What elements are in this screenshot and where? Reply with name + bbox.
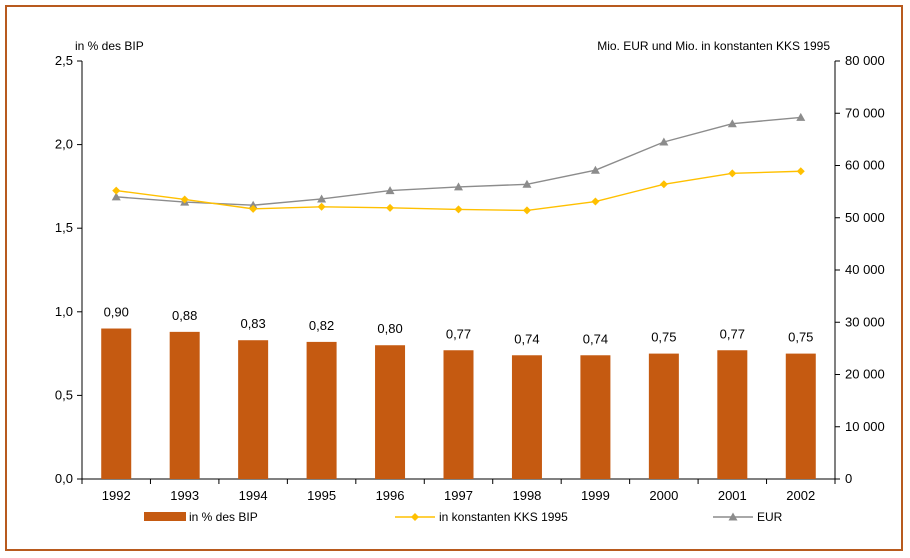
bar-data-label: 0,82 — [309, 318, 334, 333]
bar — [306, 341, 337, 479]
x-tick-label: 2000 — [649, 488, 678, 503]
left-tick-label: 2,5 — [55, 53, 73, 68]
bar-data-label: 0,75 — [788, 330, 813, 345]
right-tick-label: 50 000 — [845, 210, 885, 225]
kks-series-point — [522, 206, 531, 215]
kks-series-point — [728, 169, 737, 178]
eur-series-point — [659, 137, 669, 146]
kks-series-point — [796, 167, 805, 176]
bar — [169, 331, 200, 479]
axes: 0,0 0,5 1,0 1,5 2,0 2,5 0 10 000 20 000 30 000 40 … — [55, 53, 885, 503]
bar-data-label: 0,88 — [172, 308, 197, 323]
chart-svg: in % des BIP Mio. EUR und Mio. in konsta… — [55, 39, 885, 524]
eur-series-point — [248, 200, 258, 209]
left-tick-label: 1,0 — [55, 304, 73, 319]
left-tick-label: 1,5 — [55, 220, 73, 235]
kks-series-point — [591, 197, 600, 206]
kks-series-point — [454, 205, 463, 214]
left-axis-unit-label: in % des BIP — [75, 39, 144, 53]
right-tick-label: 0 — [845, 471, 852, 486]
legend-swatch-bar — [144, 512, 186, 521]
eur-series-point — [522, 179, 532, 188]
left-tick-label: 0,5 — [55, 387, 73, 402]
eur-series-point — [385, 186, 395, 195]
bar-data-label: 0,90 — [104, 305, 129, 320]
bar — [785, 353, 816, 479]
x-tick-label: 1995 — [307, 488, 336, 503]
kks-series-line — [116, 170, 801, 212]
x-tick-label: 2002 — [786, 488, 815, 503]
right-tick-label: 10 000 — [845, 419, 885, 434]
bar — [580, 355, 611, 479]
line-series — [111, 112, 806, 215]
bar-data-label: 0,83 — [240, 316, 265, 331]
bar — [717, 350, 748, 479]
legend: in % des BIP in konstanten KKS 1995 EUR — [144, 510, 783, 524]
bar — [648, 353, 679, 479]
eur-series-point — [590, 165, 600, 174]
bar-data-label: 0,77 — [720, 326, 745, 341]
left-tick-label: 0,0 — [55, 471, 73, 486]
legend-label: in konstanten KKS 1995 — [439, 510, 568, 524]
x-tick-label: 2001 — [718, 488, 747, 503]
bar — [375, 345, 406, 479]
right-tick-label: 20 000 — [845, 367, 885, 382]
kks-series-point — [659, 180, 668, 189]
eur-series-line — [116, 116, 801, 206]
eur-series-point — [111, 192, 121, 201]
left-tick-label: 2,0 — [55, 137, 73, 152]
right-tick-label: 80 000 — [845, 53, 885, 68]
chart-frame: in % des BIP Mio. EUR und Mio. in konsta… — [5, 5, 903, 551]
right-axis-unit-label: Mio. EUR und Mio. in konstanten KKS 1995 — [597, 39, 830, 53]
eur-series-point — [796, 112, 806, 121]
bar-series: 0,90 0,88 0,83 0,82 0,80 0,77 0,74 0,74 0,75 0,77… — [101, 305, 816, 479]
bar-data-label: 0,80 — [377, 321, 402, 336]
eur-series-point — [454, 182, 463, 191]
eur-series-point — [727, 119, 737, 128]
kks-series-point — [112, 186, 121, 195]
x-tick-label: 1994 — [239, 488, 268, 503]
x-tick-label: 1998 — [512, 488, 541, 503]
legend-label: EUR — [757, 510, 783, 524]
legend-swatch-marker — [411, 513, 419, 521]
bar — [443, 350, 474, 479]
eur-series-point — [317, 194, 327, 203]
legend-label: in % des BIP — [189, 510, 258, 524]
bar-data-label: 0,74 — [583, 331, 608, 346]
right-tick-label: 40 000 — [845, 262, 885, 277]
x-tick-label: 1992 — [102, 488, 131, 503]
bar — [101, 328, 132, 479]
bar — [238, 340, 269, 479]
kks-series-point — [317, 202, 326, 211]
x-tick-label: 1993 — [170, 488, 199, 503]
x-tick-label: 1996 — [376, 488, 405, 503]
kks-series-point — [249, 204, 258, 213]
x-tick-label: 1997 — [444, 488, 473, 503]
right-tick-label: 70 000 — [845, 105, 885, 120]
bar-data-label: 0,77 — [446, 326, 471, 341]
right-tick-label: 60 000 — [845, 158, 885, 173]
x-tick-label: 1999 — [581, 488, 610, 503]
kks-series-point — [386, 203, 395, 212]
bar — [511, 355, 542, 479]
bar-data-label: 0,74 — [514, 331, 539, 346]
right-tick-label: 30 000 — [845, 314, 885, 329]
legend-swatch-marker — [728, 512, 738, 521]
kks-series-point — [180, 195, 189, 204]
bar-data-label: 0,75 — [651, 330, 676, 345]
